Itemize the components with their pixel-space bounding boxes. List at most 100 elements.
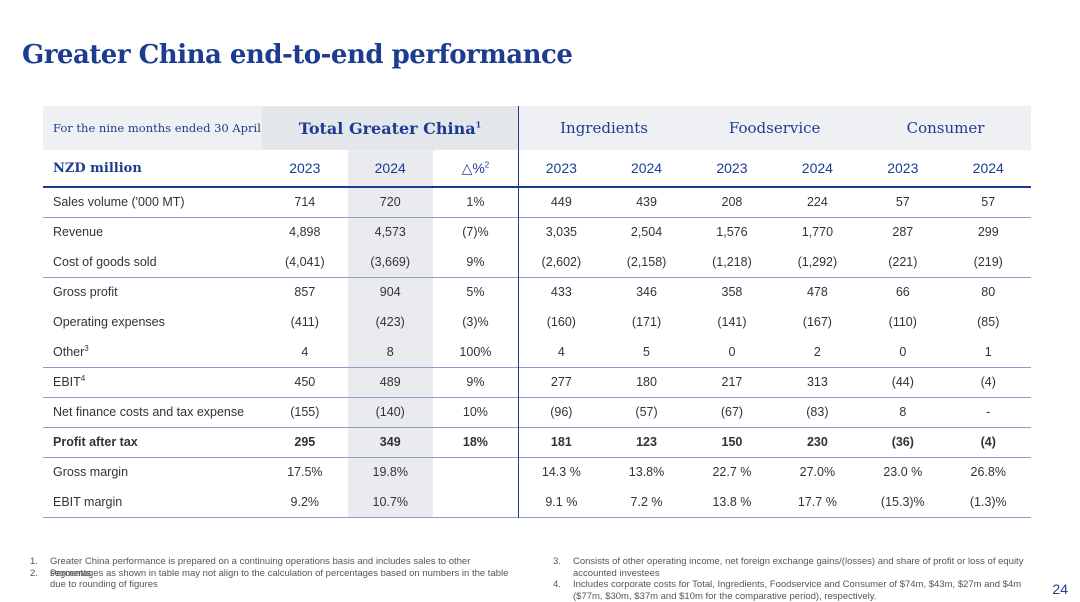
table-cell: (411) <box>290 315 319 329</box>
column-header: 2023 <box>860 150 945 187</box>
table-cell: (160) <box>546 315 576 329</box>
column-label: 2024 <box>972 160 1004 176</box>
table-cell: (110) <box>888 315 917 329</box>
table-cell: 433 <box>550 285 572 300</box>
table-cell: 1% <box>432 187 519 217</box>
footnote: 3. Consists of other operating income, ne… <box>553 556 1033 579</box>
table-cell: 13.8 % <box>712 494 752 509</box>
table-cell: (1.3)% <box>969 494 1007 509</box>
row-label: Net finance costs and tax expense <box>43 397 262 427</box>
table-cell: (4) <box>980 435 996 449</box>
table-cell <box>432 457 519 487</box>
table-cell: 208 <box>721 195 743 210</box>
column-label: 2023 <box>887 160 919 176</box>
table-cell: 180 <box>636 375 657 389</box>
table-cell: 287 <box>892 225 914 240</box>
table-cell: (57) <box>635 405 658 419</box>
column-header: 2024 <box>946 150 1031 187</box>
column-label: △% <box>461 159 485 176</box>
table-cell: 4 <box>557 344 565 359</box>
table-cell: 450 <box>294 375 316 389</box>
table-cell: - <box>986 405 991 419</box>
table-cell: 100% <box>432 337 519 367</box>
row-label-text: Revenue <box>53 225 104 240</box>
table-row: EBIT4 450 489 9% 277 180 217 313 (44) (4) <box>43 367 1031 397</box>
table-cell: 57 <box>895 195 910 210</box>
footnote-text: Greater China performance is prepared on… <box>50 556 471 579</box>
table-cell: 9.1 % <box>545 494 578 509</box>
table-cell: 295 <box>294 435 316 449</box>
table-cell: (83) <box>806 405 829 419</box>
table-cell: 17.5% <box>287 465 323 480</box>
table-cell: (171) <box>631 315 662 329</box>
footnote-number: 4. <box>553 579 561 590</box>
table-cell: 3,035 <box>545 225 577 240</box>
table-cell: 857 <box>294 285 316 300</box>
table-cell: (2,158) <box>626 254 667 269</box>
row-label: Profit after tax <box>43 427 262 457</box>
table-cell: 181 <box>550 435 572 449</box>
table-cell: 57 <box>981 195 996 210</box>
footnote: 4. Includes corporate costs for Total, In… <box>553 579 1033 602</box>
table-cell: (44) <box>891 375 914 389</box>
table-cell: 4,573 <box>347 217 433 247</box>
table-cell: (2,602) <box>541 254 582 269</box>
row-label: Sales volume ('000 MT) <box>43 187 262 217</box>
table-cell: 7.2 % <box>630 494 663 509</box>
footnote-ref: 2 <box>484 159 490 169</box>
table-cell: 904 <box>347 277 433 307</box>
table-cell: 346 <box>636 285 657 300</box>
table-cell: 5 <box>643 344 650 359</box>
table-cell: 150 <box>721 435 743 449</box>
table-cell: (167) <box>802 315 832 329</box>
row-label-text: Sales volume ('000 MT) <box>53 195 185 210</box>
table-cell: 2 <box>813 344 821 359</box>
column-header: 2023 <box>262 150 347 187</box>
table-row: Gross profit 857 904 5% 433 346 358 478 66 80 <box>43 277 1031 307</box>
group-header: Consumer <box>860 106 1031 150</box>
table-cell: 224 <box>806 195 828 210</box>
table-cell: (1,292) <box>797 254 838 269</box>
table-cell: 18% <box>432 427 519 457</box>
table-cell: 299 <box>977 225 999 240</box>
table-cell: 1 <box>984 344 992 359</box>
table-cell: (96) <box>550 405 573 419</box>
table-cell: (141) <box>717 315 747 329</box>
group-header-row: For the nine months ended 30 April Total … <box>43 106 1031 150</box>
table-row: Profit after tax 295 349 18% 181 123 150 230 (36… <box>43 427 1031 457</box>
table-cell: (4) <box>980 375 996 389</box>
table-cell: 23.0 % <box>883 465 923 480</box>
row-label-text: Profit after tax <box>53 435 138 449</box>
table-cell: (3)% <box>432 307 519 337</box>
row-label: Operating expenses <box>43 307 262 337</box>
group-label: Ingredients <box>560 119 649 137</box>
table-cell: (85) <box>977 315 1000 329</box>
footnote: 2. Percentages as shown in table may not … <box>30 568 510 591</box>
table-row: Revenue 4,898 4,573 (7)% 3,035 2,504 1,576 1,77… <box>43 217 1031 247</box>
table-cell: (67) <box>720 405 744 419</box>
column-header: 2023 <box>518 150 603 187</box>
table-cell: 0 <box>728 344 736 359</box>
column-label: 2023 <box>716 160 748 176</box>
group-header: Total Greater China1 <box>262 106 519 150</box>
table-cell: 489 <box>347 367 433 397</box>
table-cell: 217 <box>721 375 743 389</box>
group-header: Foodservice <box>689 106 860 150</box>
row-label-text: Operating expenses <box>53 315 165 329</box>
performance-table: For the nine months ended 30 April Total … <box>43 106 1031 518</box>
table-cell: 19.8% <box>347 457 433 487</box>
group-label: Consumer <box>906 119 985 137</box>
table-cell: (7)% <box>432 217 519 247</box>
table-cell: 714 <box>294 195 316 210</box>
row-label: Gross margin <box>43 457 262 487</box>
table-cell: 13.8% <box>628 465 665 480</box>
row-label-text: Other <box>53 345 85 360</box>
column-label: 2024 <box>630 160 663 176</box>
row-label: Cost of goods sold <box>43 247 262 277</box>
footnote-text: Percentages as shown in table may not al… <box>50 567 509 591</box>
table-cell: 9.2% <box>290 494 320 509</box>
footnote-ref: 4 <box>80 374 86 384</box>
table-cell: (221) <box>888 254 918 269</box>
table-row: Sales volume ('000 MT) 714 720 1% 449 439 208 2… <box>43 187 1031 217</box>
